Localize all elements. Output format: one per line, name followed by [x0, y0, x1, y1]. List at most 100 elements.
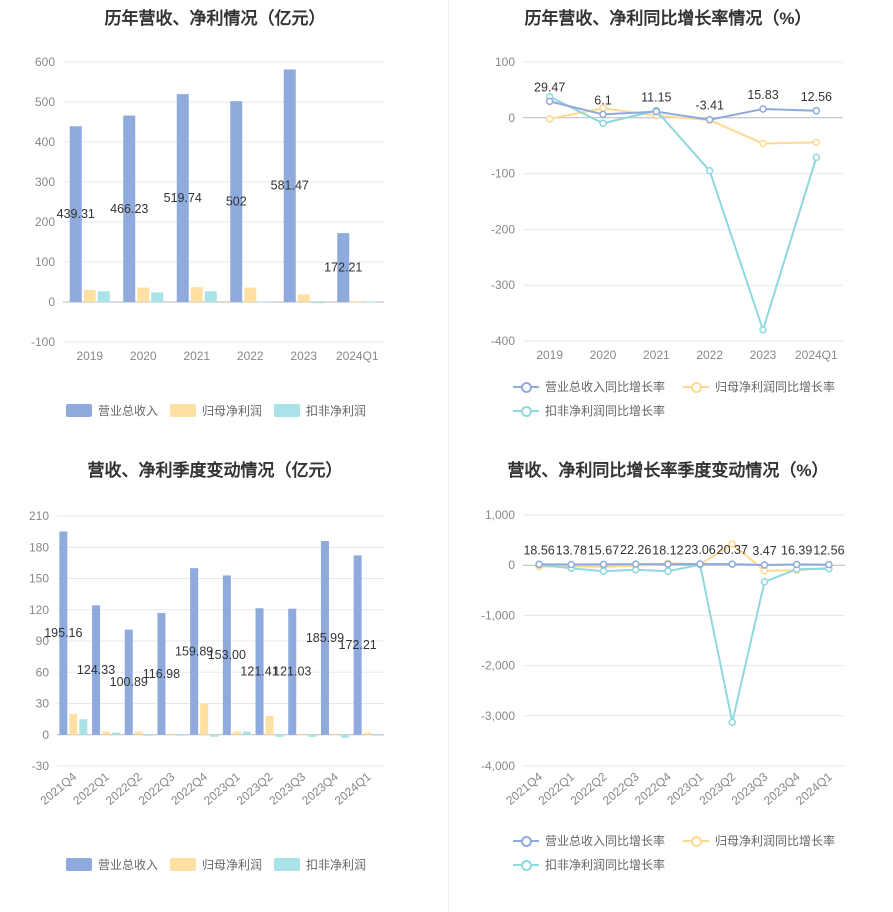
data-label: 519.74 [164, 191, 202, 205]
legend-item-revenue[interactable]: 营业总收入 [66, 402, 158, 419]
bar-net [297, 294, 310, 302]
bar-net [102, 731, 111, 735]
bar-deducted [204, 291, 217, 302]
data-point [812, 138, 821, 147]
bar-revenue [190, 568, 199, 735]
data-label: 100.89 [110, 675, 148, 689]
y-tick-label: 0 [508, 558, 515, 572]
x-tick-label: 2020 [590, 348, 617, 362]
legend-item-revenue-growth[interactable]: 营业总收入同比增长率 [513, 832, 665, 849]
quarterly-bar-chart: -3003060901201501802102021Q42022Q12022Q2… [29, 509, 384, 808]
data-point [760, 578, 769, 586]
series-line-revenue [539, 563, 829, 567]
legend-item-revenue[interactable]: 营业总收入 [66, 856, 158, 873]
bar-deducted [144, 734, 153, 736]
bar-deducted [340, 734, 349, 738]
data-point [652, 107, 661, 116]
bar-deducted [97, 291, 110, 302]
data-label: 116.98 [143, 667, 180, 681]
bar-revenue [230, 101, 243, 302]
legend-swatch [66, 858, 92, 871]
x-tick-label: 2023 [750, 348, 777, 362]
data-label: 153.00 [208, 648, 246, 662]
y-tick-label: 0 [48, 295, 55, 309]
data-label: 124.33 [77, 663, 115, 677]
bar-revenue [222, 575, 231, 735]
data-point [812, 107, 821, 115]
legend-label: 归母净利润同比增长率 [715, 834, 836, 848]
y-tick-label: 180 [29, 540, 49, 554]
legend-item-net-growth[interactable]: 归母净利润同比增长率 [683, 378, 835, 395]
legend-item-deducted[interactable]: 扣非净利润 [274, 402, 366, 419]
y-tick-label: -3,000 [481, 709, 515, 723]
legend-item-deducted[interactable]: 扣非净利润 [274, 856, 366, 873]
y-tick-label: 0 [42, 728, 49, 742]
y-tick-label: 200 [35, 215, 55, 229]
legend-label: 营业总收入同比增长率 [545, 380, 666, 394]
data-label: 23.06 [684, 543, 715, 557]
y-tick-label: -300 [491, 278, 515, 292]
data-label: 195.16 [44, 626, 82, 640]
data-point [728, 718, 737, 727]
y-tick-label: -2,000 [481, 659, 515, 673]
legend-swatch [170, 858, 196, 871]
data-label: 121.41 [240, 665, 278, 679]
bar-deducted [210, 734, 219, 737]
x-tick-label: 2019 [76, 349, 103, 363]
legend-label: 归母净利润 [202, 404, 263, 418]
legend-item-net[interactable]: 归母净利润 [170, 856, 262, 873]
legend-label: 归母净利润同比增长率 [715, 380, 836, 394]
legend-item-revenue-growth[interactable]: 营业总收入同比增长率 [513, 378, 665, 395]
y-tick-label: -100 [31, 335, 55, 349]
legend-item-deducted-growth[interactable]: 扣非净利润同比增长率 [513, 402, 665, 419]
bar-net [200, 703, 209, 735]
data-point [545, 115, 554, 123]
data-label: 3.47 [752, 544, 776, 558]
legend-swatch [170, 404, 196, 417]
x-tick-label: 2021 [183, 349, 210, 363]
y-tick-label: 30 [36, 697, 50, 711]
y-tick-label: 0 [508, 111, 515, 125]
bar-net [69, 713, 78, 735]
data-point [728, 560, 737, 568]
bar-revenue [353, 555, 362, 735]
y-tick-label: 100 [35, 255, 55, 269]
x-tick-label: 2020 [130, 349, 157, 363]
data-label: 22.26 [620, 543, 651, 557]
data-label: 466.23 [110, 202, 148, 216]
x-tick-label: 2024Q1 [332, 769, 374, 807]
bar-net [137, 287, 150, 302]
bar-net [134, 731, 143, 735]
data-point [760, 561, 769, 569]
annual-bar-chart: -100 0 100 200 300 400 500 600 2019 2020 2021 2022 2… [31, 55, 384, 363]
legend-label: 营业总收入同比增长率 [545, 834, 666, 848]
bar-deducted [275, 734, 284, 737]
annual-growth-chart: -400 -300 -200 -100 0 100 2019 2020 2021 2022 2023… [491, 55, 843, 362]
data-label: 15.83 [747, 88, 778, 102]
bar-revenue [288, 608, 297, 735]
data-label: 172.21 [339, 638, 377, 652]
legend-label: 扣非净利润同比增长率 [545, 404, 666, 418]
bar-revenue [283, 69, 296, 302]
legend-label: 扣非净利润 [306, 404, 367, 418]
chart-title: 营收、净利同比增长率季度变动情况（%） [507, 461, 829, 480]
bar-deducted [79, 719, 88, 735]
legend-swatch [513, 858, 539, 872]
legend-item-net[interactable]: 归母净利润 [170, 402, 262, 419]
bar-net [232, 731, 241, 735]
x-tick-label: 2023 [290, 349, 317, 363]
data-point [705, 115, 714, 124]
chart-title: 历年营收、净利情况（亿元） [104, 9, 326, 28]
y-tick-label: 150 [29, 572, 49, 586]
panel-divider [448, 0, 449, 912]
data-label: 185.99 [306, 631, 344, 645]
legend-swatch [513, 834, 539, 848]
y-tick-label: -400 [491, 334, 515, 348]
x-tick-label: 2021 [643, 348, 670, 362]
data-point [535, 560, 543, 569]
legend-item-net-growth[interactable]: 归母净利润同比增长率 [683, 832, 835, 849]
y-tick-label: 210 [29, 509, 49, 523]
legend-item-deducted-growth[interactable]: 扣非净利润同比增长率 [513, 856, 665, 873]
data-point [825, 560, 833, 569]
data-point [599, 567, 608, 575]
